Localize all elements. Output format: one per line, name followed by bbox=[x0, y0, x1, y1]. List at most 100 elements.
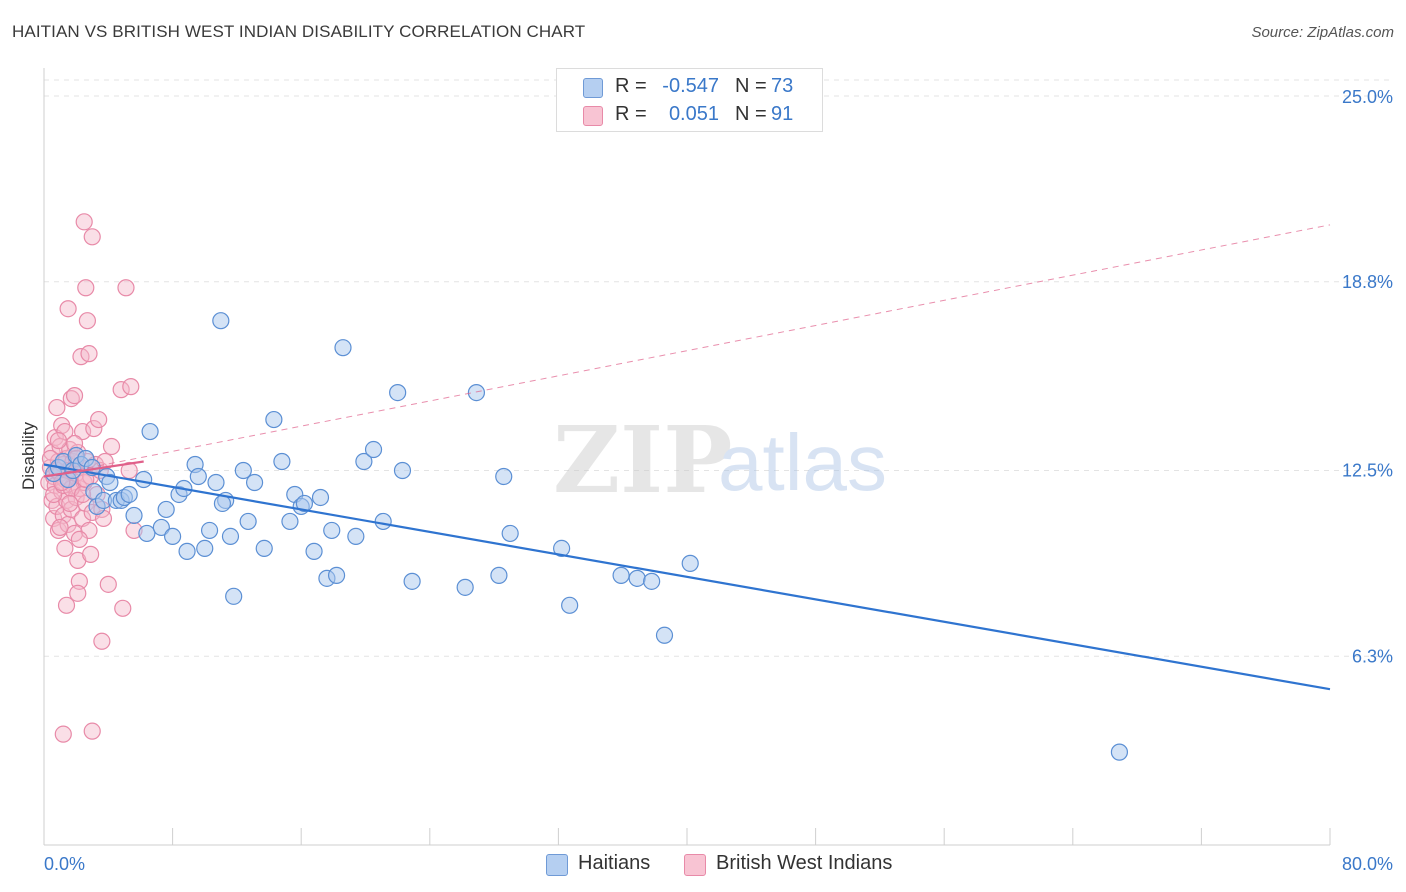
legend-r-value: 0.051 bbox=[668, 103, 719, 125]
source-label: Source: ZipAtlas.com bbox=[1251, 24, 1394, 41]
bwi-point bbox=[99, 575, 117, 593]
bwi-point bbox=[73, 422, 92, 441]
haitians-point bbox=[141, 422, 159, 441]
haitians-point bbox=[495, 467, 513, 486]
bwi-point bbox=[61, 494, 79, 513]
chart-title: HAITIAN VS BRITISH WEST INDIAN DISABILIT… bbox=[12, 22, 586, 41]
svg-text:ZIP: ZIP bbox=[553, 406, 732, 514]
legend-row-haitians: R = -0.547 N = 73 bbox=[557, 73, 822, 101]
haitians-point bbox=[212, 312, 230, 330]
legend-n-label: N = bbox=[735, 75, 767, 97]
haitians-point bbox=[135, 470, 153, 489]
bwi-point bbox=[70, 530, 88, 549]
bwi-point bbox=[117, 279, 135, 297]
haitians-point bbox=[628, 569, 646, 587]
haitians-point bbox=[355, 452, 373, 471]
axis-layer bbox=[43, 68, 1331, 846]
haitians-point bbox=[347, 527, 365, 546]
haitians-point bbox=[138, 524, 156, 543]
bwi-point bbox=[82, 545, 100, 563]
haitians-point bbox=[655, 626, 674, 644]
legend-r-value: -0.547 bbox=[662, 75, 719, 97]
haitians-point bbox=[561, 596, 579, 614]
bwi-point bbox=[51, 518, 69, 537]
legend-swatch-blue bbox=[583, 78, 603, 98]
haitians-point bbox=[125, 506, 143, 525]
bottom-legend-swatch-pink bbox=[684, 854, 706, 876]
haitians-point bbox=[323, 521, 341, 540]
svg-text:atlas: atlas bbox=[718, 418, 887, 507]
haitians-point bbox=[501, 524, 519, 543]
bwi-point bbox=[102, 437, 121, 456]
haitians-point bbox=[553, 539, 571, 557]
bwi-point bbox=[90, 410, 108, 429]
haitians-point bbox=[334, 339, 352, 357]
haitians-point bbox=[612, 566, 630, 584]
haitians-points bbox=[45, 312, 1129, 761]
haitians-point bbox=[403, 572, 421, 590]
haitians-point bbox=[311, 488, 330, 507]
haitians-point bbox=[213, 494, 232, 513]
bwi-trend-line bbox=[43, 460, 144, 478]
haitians-point bbox=[255, 539, 273, 557]
haitians-point bbox=[643, 572, 661, 590]
y-tick-label: 6.3% bbox=[1352, 646, 1393, 666]
x-tick-label-min: 0.0% bbox=[44, 854, 85, 874]
haitians-point bbox=[281, 512, 299, 531]
haitians-point bbox=[327, 566, 346, 584]
legend-n-value: 91 bbox=[771, 103, 794, 125]
haitians-point bbox=[1110, 743, 1129, 761]
bwi-point bbox=[122, 378, 140, 396]
haitians-point bbox=[245, 473, 264, 492]
grid-layer bbox=[44, 79, 1393, 657]
bwi-point bbox=[48, 398, 66, 417]
bwi-trend-extended bbox=[43, 224, 1331, 477]
haitians-point bbox=[178, 542, 196, 560]
legend-n-value: 73 bbox=[771, 75, 794, 97]
haitians-point bbox=[681, 554, 699, 572]
haitians-point bbox=[273, 452, 291, 471]
legend-r-label: R = bbox=[615, 103, 647, 125]
haitians-point bbox=[196, 539, 214, 557]
trend-layer bbox=[43, 224, 1331, 691]
haitians-point bbox=[101, 473, 119, 492]
bwi-point bbox=[83, 228, 101, 246]
bwi-point bbox=[75, 213, 93, 231]
x-tick-label-max: 80.0% bbox=[1342, 854, 1393, 874]
bwi-point bbox=[56, 422, 74, 441]
bwi-point bbox=[80, 345, 98, 363]
haitians-point bbox=[225, 587, 243, 605]
haitians-point bbox=[200, 521, 219, 540]
haitians-point bbox=[157, 500, 175, 519]
haitians-point bbox=[393, 461, 412, 480]
legend-r-label: R = bbox=[615, 75, 647, 97]
haitians-point bbox=[221, 527, 240, 546]
y-tick-label: 12.5% bbox=[1342, 461, 1393, 481]
y-tick-label: 18.8% bbox=[1342, 272, 1393, 292]
bwi-point bbox=[57, 596, 76, 614]
bwi-point bbox=[112, 381, 130, 399]
haitians-point bbox=[239, 512, 257, 531]
haitians-point bbox=[490, 566, 508, 584]
haitians-point bbox=[456, 578, 474, 596]
legend-n-label: N = bbox=[735, 103, 767, 125]
bwi-point bbox=[62, 389, 80, 408]
bwi-point bbox=[78, 312, 97, 330]
bwi-point bbox=[54, 725, 72, 743]
bwi-point bbox=[83, 722, 101, 740]
haitians-point bbox=[305, 542, 323, 560]
bottom-legend-swatch-blue bbox=[546, 854, 568, 876]
haitians-point bbox=[234, 461, 252, 480]
haitians-point bbox=[152, 518, 170, 537]
haitians-trend-line bbox=[43, 463, 1331, 691]
haitians-point bbox=[207, 473, 225, 492]
bottom-legend-label: British West Indians bbox=[716, 852, 893, 874]
legend-row-bwi: R = 0.051 N = 91 bbox=[557, 101, 822, 129]
haitians-point bbox=[467, 384, 486, 402]
legend-swatch-pink bbox=[583, 106, 603, 126]
bottom-legend-label: Haitians bbox=[578, 852, 651, 874]
bwi-point bbox=[69, 584, 87, 602]
haitians-point bbox=[374, 512, 392, 531]
bwi-point bbox=[56, 539, 74, 557]
